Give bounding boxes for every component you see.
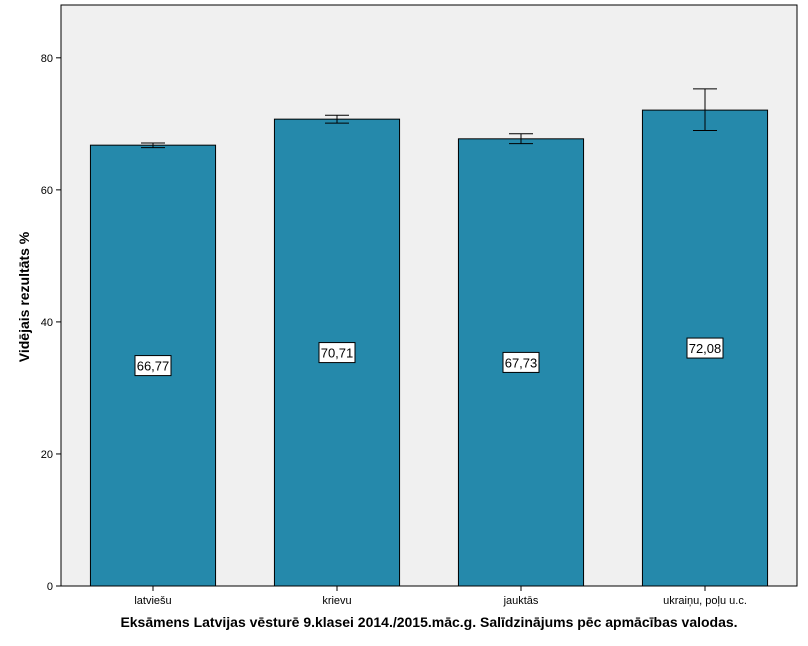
y-tick-label: 20 [41,449,53,461]
y-tick-label: 40 [41,317,53,329]
error-bars-layer [141,88,717,149]
data-label-box [134,355,172,377]
x-tick-label: ukraiņu, poļu u.c. [663,595,747,607]
data-label-box [686,337,724,359]
data-label: 72,08 [689,341,722,356]
y-axis: 0 20 40 60 80 [41,53,61,593]
x-tick-label: latviešu [134,595,171,607]
x-tick-label: krievu [322,595,351,607]
data-label: 67,73 [505,355,538,370]
x-axis-title: Eksāmens Latvijas vēsturē 9.klasei 2014.… [120,614,737,630]
data-labels-layer: 66,77 70,71 67,73 72,08 [134,337,724,377]
x-axis: latviešu krievu jauktās ukraiņu, poļu u.c. [134,586,747,607]
data-label: 66,77 [137,359,170,374]
data-label-box [318,342,356,364]
y-tick-label: 0 [47,581,53,593]
data-label-box [502,351,540,373]
x-tick-label: jauktās [503,595,539,607]
data-label: 70,71 [321,346,354,361]
y-tick-label: 60 [41,185,53,197]
y-tick-label: 80 [41,53,53,65]
y-axis-title: Vidējais rezultāts % [16,231,32,362]
